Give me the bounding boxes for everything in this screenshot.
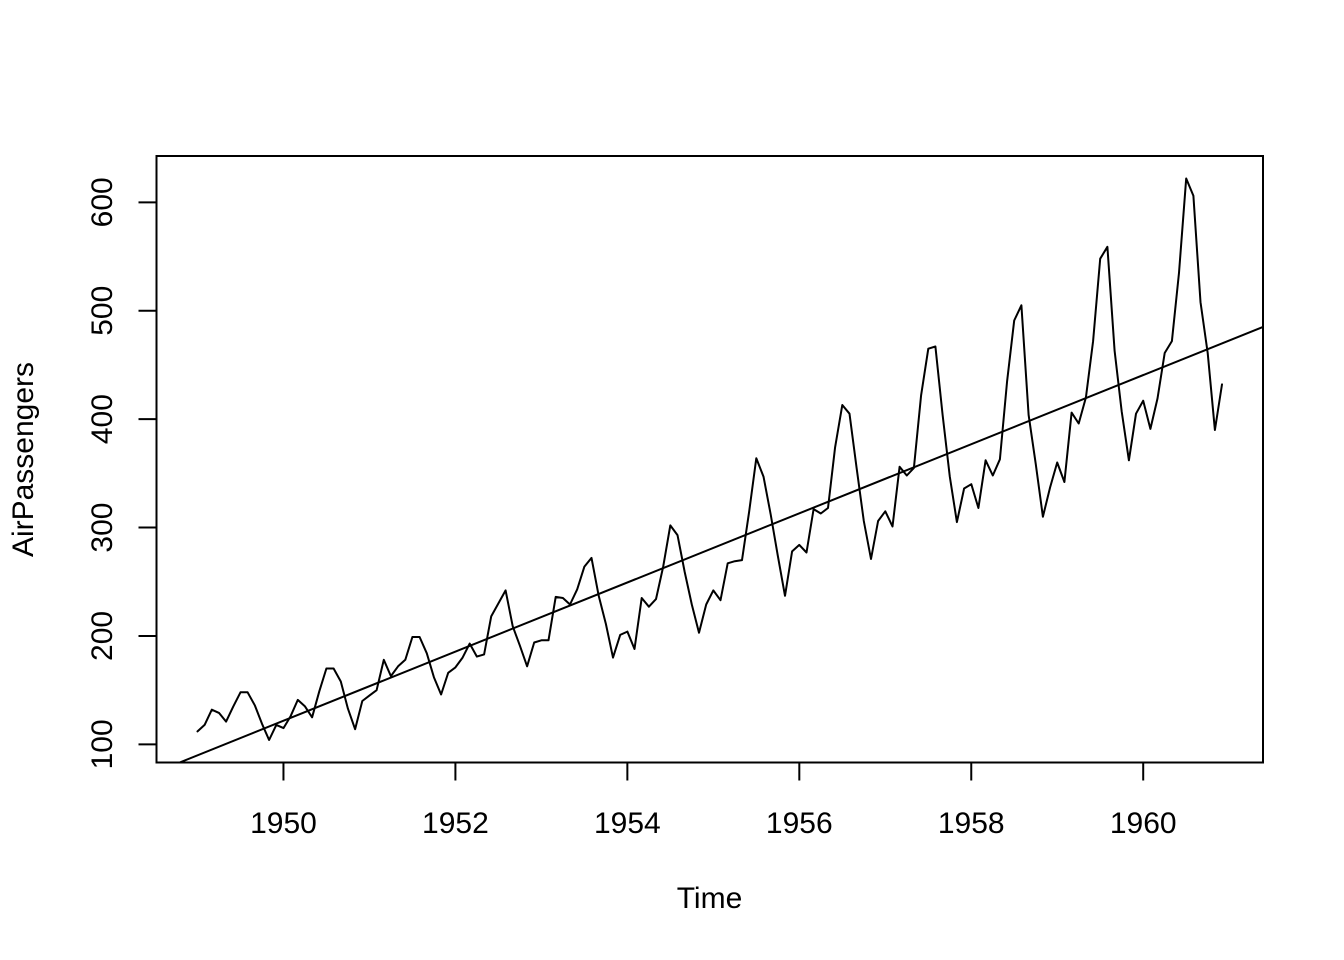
y-tick-label: 600: [86, 177, 119, 227]
x-tick-label: 1952: [422, 807, 489, 840]
series-line: [196, 177, 1223, 741]
x-tick-label: 1960: [1110, 807, 1177, 840]
x-tick-label: 1954: [594, 807, 661, 840]
y-axis-title: AirPassengers: [7, 362, 40, 557]
y-tick-label: 200: [86, 611, 119, 661]
y-tick-label: 100: [86, 719, 119, 769]
x-tick-label: 1956: [766, 807, 833, 840]
y-tick-label: 500: [86, 286, 119, 336]
trend-line: [179, 325, 1264, 764]
plot-dynamic-layer: 1950 1952 1954 1956 1958 1960 100 200 300 400 500 6…: [86, 155, 1264, 840]
y-tick-label: 400: [86, 394, 119, 444]
x-tick-label: 1950: [250, 807, 317, 840]
y-tick-label: 300: [86, 503, 119, 553]
x-axis-title: Time: [677, 882, 743, 915]
plot-border: [155, 155, 1264, 764]
x-tick-label: 1958: [938, 807, 1005, 840]
